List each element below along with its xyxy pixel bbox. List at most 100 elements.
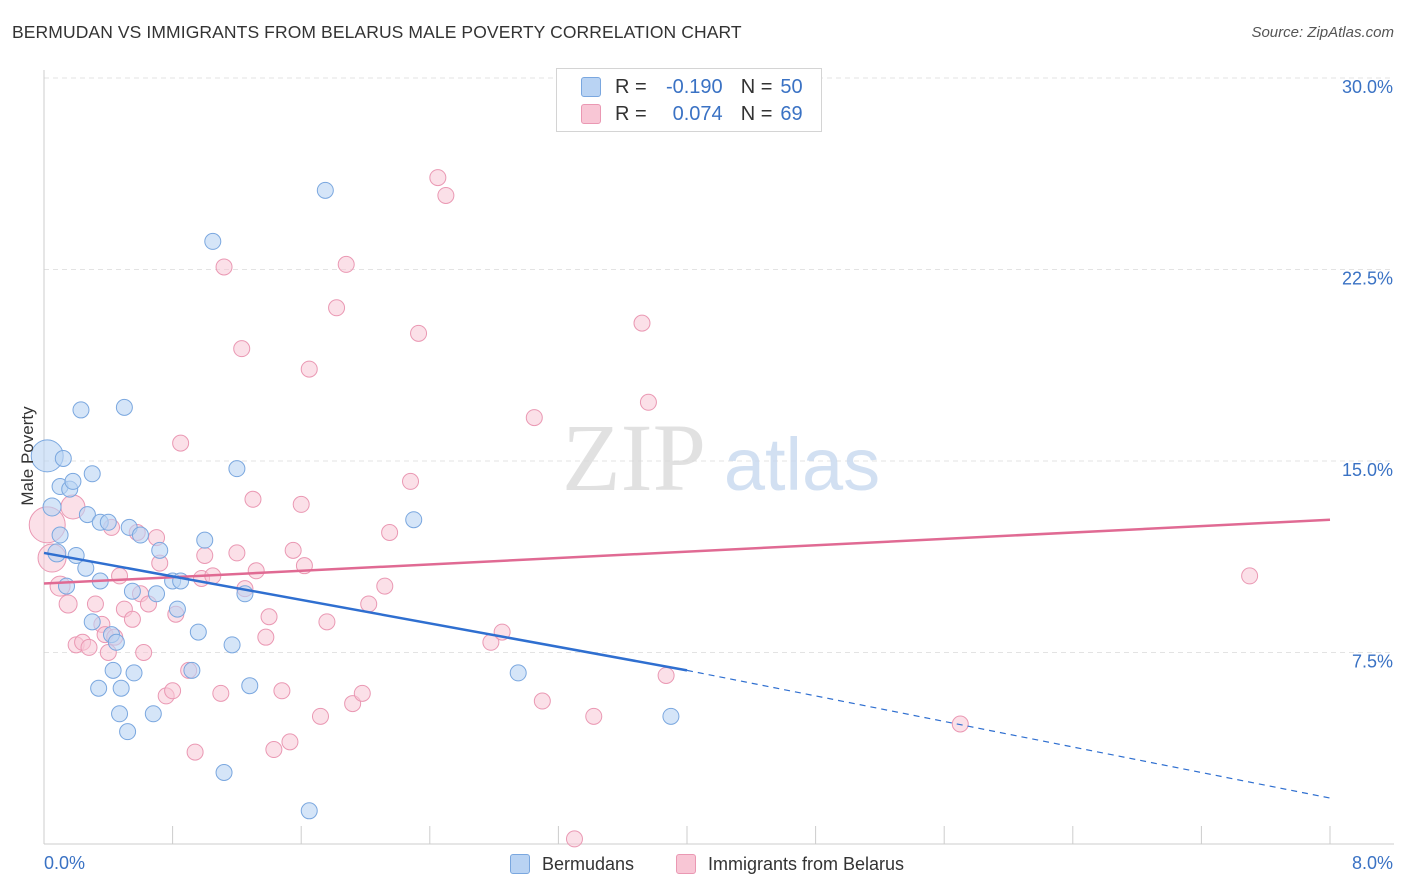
y-tick-label: 7.5%: [1352, 652, 1393, 672]
belarus-point: [353, 684, 371, 702]
bermudan-point: [168, 600, 186, 618]
belarus-point: [284, 541, 302, 559]
bermudan-point: [111, 705, 129, 723]
bermudan-point: [223, 636, 241, 654]
bermudan-point: [115, 398, 133, 416]
bermudan-point: [662, 707, 680, 725]
y-tick-label: 22.5%: [1342, 269, 1393, 289]
belarus-point: [639, 393, 657, 411]
legend-r-value: 0.074: [672, 102, 723, 125]
belarus-point: [318, 613, 336, 631]
x-ticks: [172, 826, 1331, 844]
y-axis-title: Male Poverty: [18, 406, 37, 506]
y-tick-label: 15.0%: [1342, 460, 1393, 480]
belarus-point: [135, 644, 153, 661]
bottom-legend-label-bermudans: Bermudans: [542, 853, 635, 874]
legend-r-value: -0.190: [665, 75, 723, 98]
belarus-point: [381, 523, 399, 541]
belarus-point: [247, 562, 265, 580]
trend-lines: [43, 518, 1331, 799]
belarus-point: [260, 608, 278, 626]
belarus-point: [244, 490, 262, 508]
belarus-point: [657, 666, 675, 684]
legend-row-belarus: R = 0.074 N = 69: [581, 102, 803, 126]
belarus-point: [212, 684, 230, 702]
legend-n-label: N =: [740, 75, 773, 98]
bermudan-point: [144, 705, 162, 723]
legend-r-label: R =: [615, 75, 647, 98]
bermudan-point: [99, 513, 117, 531]
belarus-point: [265, 741, 283, 759]
bermudan-point: [215, 764, 233, 782]
bermudan-point: [241, 677, 259, 695]
belarus-point: [410, 324, 428, 342]
legend-swatch-belarus: [581, 104, 601, 124]
bermudan-point: [125, 664, 143, 682]
bermudan-trend-extension: [686, 669, 1331, 799]
legend-r-label: R =: [615, 102, 647, 125]
bermudan-point: [119, 723, 137, 741]
legend-row-bermudans: R = -0.190 N = 50: [581, 75, 803, 99]
belarus-point: [123, 610, 141, 628]
stats-legend: R = -0.190 N = 50 R = 0.074 N = 69: [556, 68, 822, 132]
bermudan-point: [107, 633, 125, 651]
belarus-point: [164, 682, 182, 700]
legend-swatch-bermudans: [581, 77, 601, 97]
bottom-legend-belarus: Immigrants from Belarus: [676, 852, 904, 876]
belarus-point: [376, 577, 394, 595]
bermudan-point: [90, 679, 108, 697]
belarus-point: [228, 544, 246, 562]
bermudan-point: [196, 531, 214, 549]
source-label: Source: ZipAtlas.com: [1251, 24, 1394, 41]
belarus-point: [565, 830, 583, 848]
bermudan-point: [405, 511, 423, 529]
bermudan-point: [83, 613, 101, 631]
y-tick-label: 30.0%: [1342, 77, 1393, 97]
bermudan-point: [112, 679, 130, 697]
belarus-point: [402, 472, 420, 490]
bermudan-point: [78, 506, 96, 524]
bermudan-point: [83, 465, 101, 483]
bermudan-point: [189, 623, 207, 641]
belarus-point: [215, 258, 233, 276]
x-tick-label-min: 0.0%: [44, 853, 85, 873]
belarus-point: [328, 299, 346, 317]
bottom-legend-swatch-bermudans: [510, 854, 530, 874]
bermudan-point: [228, 460, 246, 478]
series-bermudans-points: [30, 181, 680, 820]
bermudan-point: [204, 232, 222, 250]
legend-n-label: N =: [740, 102, 773, 125]
belarus-point: [80, 638, 98, 656]
legend-n-value: 50: [780, 75, 803, 98]
belarus-point: [58, 594, 78, 614]
belarus-point: [429, 169, 447, 187]
bermudan-point: [58, 577, 76, 595]
bottom-legend-swatch-belarus: [676, 854, 696, 874]
belarus-point: [186, 743, 204, 761]
bermudan-point: [300, 802, 318, 820]
belarus-trend-line: [43, 518, 1331, 585]
bermudan-point: [51, 526, 69, 544]
bermudan-point: [64, 472, 82, 490]
bermudan-point: [148, 585, 166, 603]
bottom-legend-label-belarus: Immigrants from Belarus: [708, 853, 905, 874]
belarus-point: [525, 409, 543, 427]
bermudan-point: [131, 526, 149, 544]
legend-n-value: 69: [780, 102, 803, 125]
bermudan-point: [151, 541, 169, 559]
y-tick-labels: 7.5% 15.0% 22.5% 30.0%: [1342, 77, 1393, 672]
belarus-point: [311, 707, 329, 725]
belarus-point: [533, 692, 551, 710]
belarus-point: [257, 628, 275, 646]
bottom-legend-bermudans: Bermudans: [510, 852, 634, 876]
belarus-point: [86, 595, 104, 613]
y-gridlines: [44, 77, 1394, 653]
bermudan-point: [42, 497, 62, 517]
watermark-zip: ZIP: [562, 404, 706, 511]
belarus-point: [292, 495, 310, 513]
chart-title: BERMUDAN VS IMMIGRANTS FROM BELARUS MALE…: [12, 22, 742, 42]
belarus-point: [951, 715, 969, 733]
x-tick-label-max: 8.0%: [1352, 853, 1393, 873]
belarus-point: [1241, 567, 1259, 585]
